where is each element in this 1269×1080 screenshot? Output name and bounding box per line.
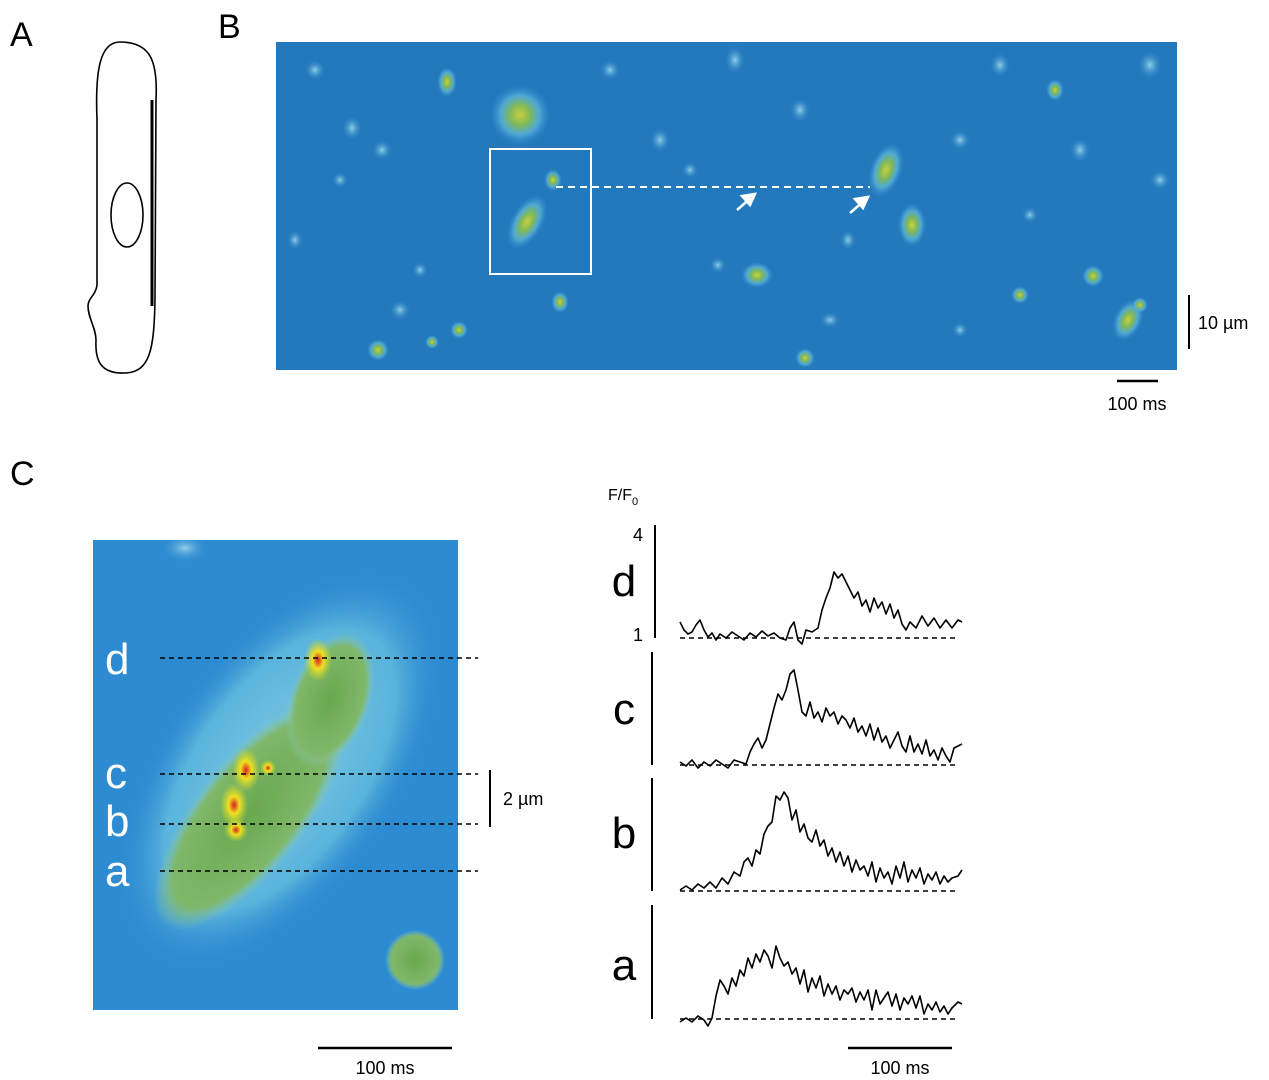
line-label: c	[105, 749, 127, 798]
trace	[679, 571, 963, 645]
zoom-box	[489, 148, 592, 275]
scale-label: 10 µm	[1198, 313, 1248, 333]
line-label: b	[105, 797, 129, 846]
trace-label: c	[613, 685, 635, 734]
axis-title-sub: 0	[632, 496, 638, 508]
axis-title-main: F/F	[608, 487, 632, 504]
trace-label: a	[612, 941, 637, 990]
scale-label: 2 µm	[503, 789, 543, 809]
trace-label: b	[612, 809, 636, 858]
panel-label: A	[10, 16, 33, 54]
traces	[679, 571, 963, 1027]
axis-title: F/F0	[608, 487, 638, 508]
cell-outline	[87, 41, 158, 374]
panel-label: B	[218, 8, 241, 46]
line-scan-image	[276, 42, 1177, 370]
scale-label: 100 ms	[1107, 394, 1166, 414]
line-label: d	[105, 635, 129, 684]
arrows	[736, 192, 871, 214]
line-labels: d c b a	[105, 635, 130, 896]
trace-axes	[651, 525, 656, 1019]
line-label: a	[105, 847, 130, 896]
scan-lines	[160, 657, 478, 872]
trace	[679, 945, 963, 1027]
trace	[679, 669, 963, 769]
scale-label: 100 ms	[355, 1058, 414, 1078]
baselines	[680, 637, 958, 1020]
zoom-image	[93, 540, 458, 1010]
tick-label: 4	[633, 525, 643, 545]
tick-label: 1	[633, 625, 643, 645]
scale-label: 100 ms	[870, 1058, 929, 1078]
trace-label: d	[612, 557, 636, 606]
trace	[679, 791, 963, 891]
panel-label: C	[10, 455, 35, 493]
